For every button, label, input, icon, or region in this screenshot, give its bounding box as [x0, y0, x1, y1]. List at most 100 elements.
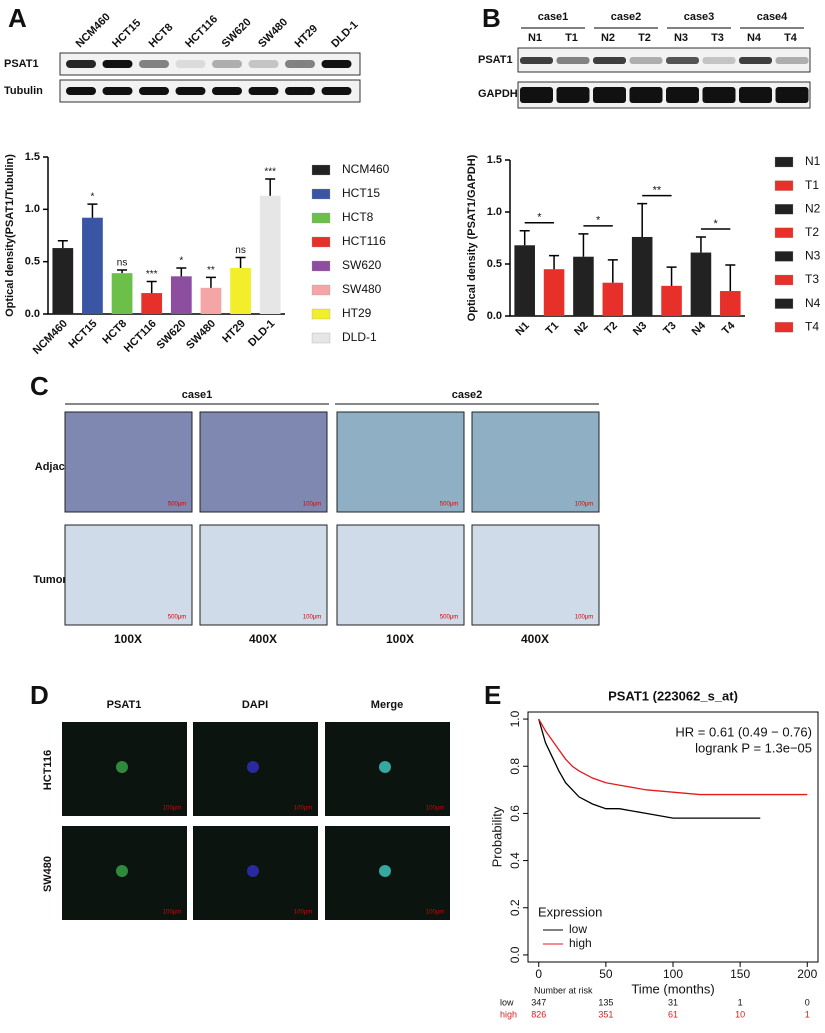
y-tick-label: 0.8	[508, 758, 522, 775]
x-tick-label: 50	[599, 967, 613, 981]
significance-label: ns	[117, 258, 128, 269]
blot-band	[321, 60, 352, 68]
magnification-label: 100X	[114, 632, 142, 646]
lane-label: HCT8	[147, 21, 176, 50]
legend-swatch	[311, 164, 331, 176]
error-bar	[146, 280, 157, 294]
legend-label: N2	[805, 201, 821, 215]
y-tick-label: 1.0	[508, 710, 522, 727]
blot-band	[629, 87, 663, 103]
x-tick-label: NCM460	[31, 318, 70, 357]
legend-label: HCT15	[342, 186, 380, 200]
lane-label: HCT116	[183, 13, 220, 50]
scale-bar-label: 100μm	[294, 806, 312, 812]
legend-swatch	[311, 212, 331, 224]
y-tick-label: 0.0	[25, 308, 40, 320]
row-label: HCT116	[42, 750, 54, 790]
blot-band	[66, 87, 96, 95]
bar	[573, 256, 594, 316]
blot-band	[593, 87, 626, 103]
x-tick-label: T3	[661, 320, 679, 338]
blot-band	[556, 87, 590, 103]
bar	[230, 267, 251, 314]
error-bar	[695, 236, 706, 253]
cell	[247, 761, 259, 773]
legend-swatch	[774, 298, 794, 309]
bar	[720, 291, 741, 316]
bar	[661, 285, 682, 316]
case-label: case1	[538, 11, 569, 23]
x-tick-label: N1	[513, 320, 531, 338]
scale-bar-label: 100μm	[294, 910, 312, 916]
cell	[116, 761, 128, 773]
row-label: SW480	[42, 856, 54, 892]
blot-band	[666, 57, 699, 64]
bar	[602, 282, 624, 316]
risk-row-label: high	[500, 1009, 517, 1019]
bar	[52, 248, 74, 314]
significance-label: ***	[264, 167, 276, 178]
bar	[690, 252, 712, 316]
lane-label: N4	[747, 32, 762, 44]
panel-letter: C	[30, 371, 49, 401]
legend-swatch	[311, 188, 331, 200]
scale-bar-label: 100μm	[426, 910, 444, 916]
blot-band	[321, 87, 352, 95]
scale-bar-label: 100μm	[575, 615, 593, 621]
legend-swatch	[774, 204, 794, 215]
column-header: Merge	[371, 699, 403, 711]
legend-swatch	[774, 227, 794, 238]
risk-count: 826	[531, 1009, 546, 1019]
blot-band	[139, 60, 169, 68]
error-bar	[549, 254, 560, 270]
legend-title: Expression	[538, 904, 602, 919]
bar	[200, 287, 222, 314]
legend-label: DLD-1	[342, 330, 377, 344]
risk-count: 10	[735, 1009, 745, 1019]
legend-swatch	[311, 308, 331, 320]
significance-label: **	[653, 185, 662, 197]
lane-label: N1	[528, 32, 542, 44]
ihc-image	[471, 524, 600, 626]
lane-label: SW480	[256, 16, 290, 50]
blot-band	[102, 87, 133, 95]
blot-band	[629, 57, 663, 64]
survival-line	[538, 718, 761, 819]
blot-band	[739, 57, 772, 64]
blot-band	[520, 57, 553, 64]
legend-swatch	[311, 332, 331, 344]
blot-row-label: PSAT1	[4, 58, 39, 70]
lane-label: HT29	[293, 23, 321, 51]
y-tick-label: 0.0	[508, 946, 522, 963]
error-bar	[235, 256, 246, 268]
x-tick-label: T2	[602, 320, 620, 338]
blot-frame	[59, 52, 361, 76]
ihc-image	[64, 411, 193, 513]
bar	[543, 269, 565, 316]
risk-count: 1	[805, 1009, 810, 1019]
chart-title: PSAT1 (223062_s_at)	[608, 688, 738, 703]
legend-swatch	[774, 156, 794, 168]
bar	[259, 195, 281, 314]
survival-line	[538, 718, 808, 796]
legend-swatch	[774, 322, 794, 333]
lane-label: T4	[784, 32, 798, 44]
error-bar	[725, 264, 736, 292]
legend-label: T4	[805, 319, 819, 333]
panel-letter: B	[482, 3, 501, 33]
blot-band	[285, 87, 315, 95]
x-tick-label: N4	[690, 319, 709, 338]
cell	[379, 865, 391, 877]
bar	[82, 217, 103, 314]
scale-bar-label: 100μm	[426, 806, 444, 812]
lane-label: T1	[565, 32, 578, 44]
blot-row-label: Tubulin	[4, 85, 43, 97]
scale-bar-label: 100μm	[163, 806, 181, 812]
y-axis-label: Optical density(PSAT1/Tubulin)	[4, 154, 16, 317]
cell	[116, 865, 128, 877]
blot-band	[175, 87, 206, 95]
bar	[111, 273, 133, 314]
blot-frame	[59, 79, 361, 103]
column-header: DAPI	[242, 699, 268, 711]
